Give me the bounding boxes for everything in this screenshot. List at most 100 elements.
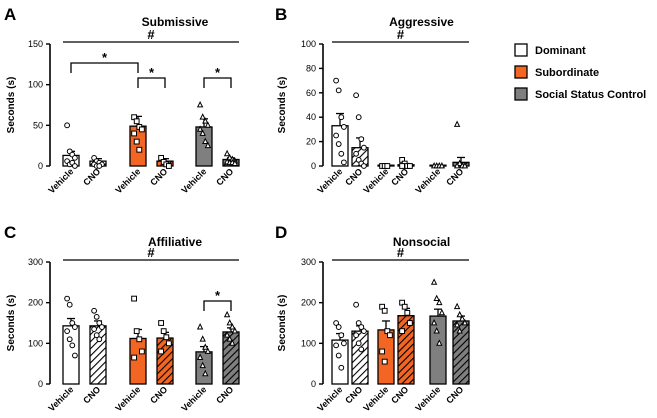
data-point bbox=[72, 324, 78, 330]
legend-label: Dominant bbox=[535, 45, 586, 57]
data-point bbox=[96, 320, 103, 326]
x-tick-label: CNO bbox=[148, 166, 169, 187]
data-point bbox=[72, 154, 78, 161]
legend: Dominant Subordinate Social Status Control bbox=[514, 43, 646, 101]
data-point bbox=[131, 295, 137, 302]
legend-swatch bbox=[514, 65, 528, 79]
y-tick-label: 100 bbox=[301, 338, 316, 348]
data-point bbox=[163, 334, 170, 341]
x-tick-label: Vehicle bbox=[361, 166, 390, 195]
data-point bbox=[399, 328, 406, 335]
panel-letter: A bbox=[4, 5, 16, 24]
bar-subordinate-cno bbox=[397, 315, 415, 385]
y-tick-label: 100 bbox=[301, 39, 316, 49]
data-point bbox=[196, 353, 204, 360]
y-tick-label: 20 bbox=[306, 137, 316, 147]
data-point bbox=[66, 301, 73, 308]
x-tick-label: CNO bbox=[343, 384, 364, 405]
y-axis-label: Seconds (s) bbox=[6, 77, 17, 134]
data-point bbox=[202, 117, 209, 124]
y-tick-label: 100 bbox=[28, 80, 43, 90]
data-point bbox=[338, 332, 345, 339]
data-point bbox=[91, 307, 97, 314]
y-tick-label: 0 bbox=[38, 161, 43, 171]
x-tick-label: CNO bbox=[81, 384, 102, 405]
data-point bbox=[335, 352, 342, 359]
chart-title: Affiliative bbox=[148, 235, 202, 249]
x-tick-label: Vehicle bbox=[179, 166, 208, 195]
data-point bbox=[384, 163, 391, 169]
data-point bbox=[204, 141, 212, 149]
bar-social-status-control-vehicle bbox=[429, 315, 447, 385]
data-point bbox=[196, 100, 204, 108]
data-point bbox=[96, 163, 103, 169]
data-point bbox=[72, 163, 78, 169]
x-tick-label: CNO bbox=[214, 166, 235, 187]
significance-label: * bbox=[149, 65, 155, 80]
data-point bbox=[160, 328, 167, 335]
legend-label: Social Status Control bbox=[535, 89, 646, 101]
data-point bbox=[341, 159, 347, 166]
x-tick-label: Vehicle bbox=[113, 166, 142, 195]
y-axis-label: Seconds (s) bbox=[277, 77, 288, 134]
y-tick-label: 50 bbox=[33, 120, 43, 130]
data-point bbox=[358, 324, 365, 330]
data-point bbox=[158, 348, 164, 355]
data-point bbox=[133, 138, 140, 145]
data-point bbox=[231, 327, 239, 334]
data-point bbox=[453, 302, 461, 310]
data-point bbox=[223, 310, 231, 318]
data-point bbox=[355, 340, 362, 347]
y-axis-label: Seconds (s) bbox=[6, 295, 17, 352]
data-point bbox=[381, 358, 388, 365]
data-point bbox=[456, 310, 463, 318]
data-point bbox=[335, 141, 342, 147]
data-point bbox=[166, 340, 172, 347]
significance-bracket bbox=[203, 300, 232, 311]
data-point bbox=[226, 318, 233, 326]
data-point bbox=[355, 320, 362, 326]
data-point bbox=[133, 328, 140, 335]
data-point bbox=[407, 163, 413, 169]
significance-label: # bbox=[397, 245, 405, 260]
y-tick-label: 300 bbox=[28, 257, 43, 267]
data-point bbox=[461, 161, 469, 169]
data-point bbox=[333, 132, 340, 139]
x-tick-label: Vehicle bbox=[46, 166, 75, 195]
data-point bbox=[341, 340, 347, 347]
data-point bbox=[333, 77, 340, 84]
y-tick-label: 200 bbox=[301, 298, 316, 308]
data-point bbox=[459, 314, 466, 322]
panel-b: B Aggressive 0 20 40 60 80 100 Seconds (s) Vehicl… bbox=[275, 5, 470, 195]
data-point bbox=[69, 342, 76, 349]
x-tick-label: Vehicle bbox=[413, 166, 442, 195]
x-tick-label: Vehicle bbox=[315, 384, 344, 413]
data-point bbox=[358, 346, 365, 353]
x-tick-label: Vehicle bbox=[46, 384, 75, 413]
data-point bbox=[361, 328, 367, 335]
data-point bbox=[223, 149, 231, 157]
data-point bbox=[355, 114, 362, 121]
data-point bbox=[229, 339, 236, 346]
y-tick-label: 40 bbox=[306, 112, 316, 122]
data-point bbox=[404, 309, 411, 316]
y-tick-label: 100 bbox=[28, 338, 43, 348]
significance-label: * bbox=[215, 288, 221, 303]
data-point bbox=[202, 369, 209, 377]
x-tick-label: CNO bbox=[148, 384, 169, 405]
data-point bbox=[96, 336, 103, 343]
data-point bbox=[461, 318, 469, 326]
data-point bbox=[433, 327, 440, 334]
data-point bbox=[199, 129, 206, 136]
data-point bbox=[353, 150, 360, 157]
x-tick-label: CNO bbox=[214, 384, 235, 405]
y-tick-label: 0 bbox=[311, 379, 316, 389]
data-point bbox=[335, 324, 342, 330]
data-point bbox=[361, 144, 367, 151]
bar-dominant-cno bbox=[351, 330, 369, 385]
panel-letter: D bbox=[275, 223, 287, 242]
data-point bbox=[353, 92, 360, 99]
data-point bbox=[136, 146, 143, 153]
data-point bbox=[72, 352, 78, 359]
